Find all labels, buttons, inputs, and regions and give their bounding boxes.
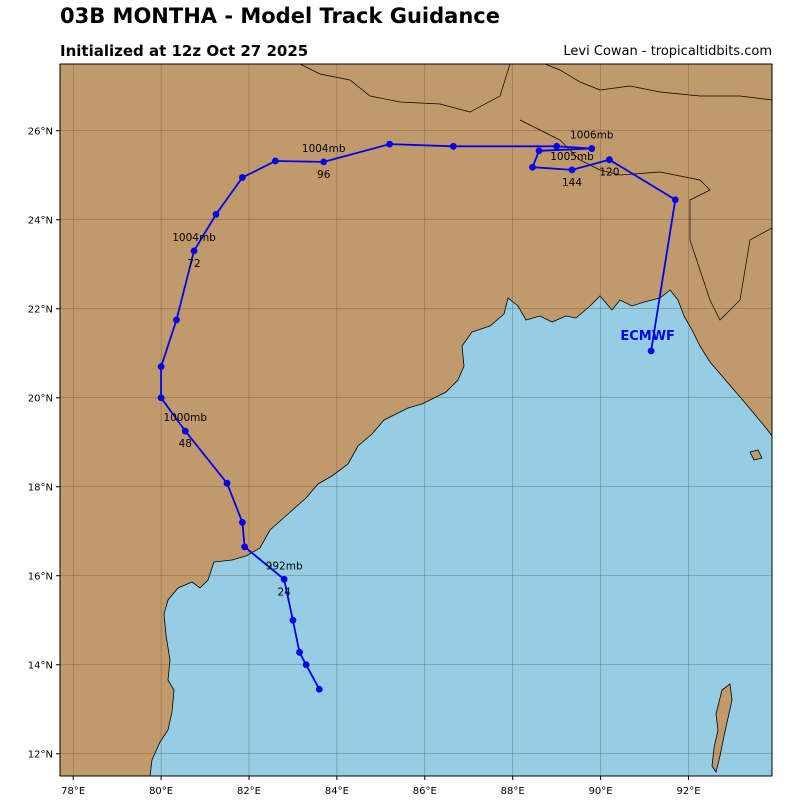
credit-text: Levi Cowan - tropicaltidbits.com (563, 44, 772, 59)
track-point (320, 158, 328, 166)
track-point (588, 145, 596, 152)
plot-frame (59, 63, 773, 777)
track-points (157, 140, 679, 693)
track-point (280, 575, 288, 583)
track-point (238, 518, 246, 526)
track-point (671, 196, 679, 204)
lat-tick-label: 24°N (28, 215, 53, 226)
track-point (568, 166, 576, 174)
track-point (605, 156, 613, 164)
track-point (190, 247, 198, 255)
model-label: ECMWF (620, 329, 675, 344)
track-point (157, 363, 165, 370)
track-point (241, 543, 248, 551)
lat-tick-label: 22°N (28, 304, 53, 315)
track-point (296, 648, 303, 656)
track-point (535, 147, 543, 155)
pressure-label: 1000mb (163, 412, 207, 424)
bay-of-bengal-ocean (149, 289, 772, 776)
lon-tick-label: 88°E (501, 786, 525, 797)
track-point (315, 685, 323, 693)
lat-tick-label: 20°N (28, 393, 53, 404)
forecast-hour-label: 48 (179, 438, 192, 450)
lon-tick-label: 90°E (589, 786, 613, 797)
track-point (647, 347, 655, 355)
lon-tick-label: 86°E (413, 786, 437, 797)
forecast-hour-label: 96 (317, 169, 331, 181)
pressure-label: 1004mb (172, 232, 216, 244)
lon-tick-label: 80°E (149, 786, 173, 797)
forecast-hour-label: 24 (277, 586, 291, 598)
map-title: 03B MONTHA - Model Track Guidance (60, 4, 500, 28)
forecast-hour-label: 144 (562, 177, 582, 189)
lon-tick-label: 82°E (237, 786, 261, 797)
track-point (157, 394, 165, 402)
pressure-label: 1005mb (550, 151, 594, 163)
pressure-label: 1004mb (302, 143, 346, 155)
island-chain (711, 683, 733, 773)
track-point (223, 479, 231, 487)
river-boundary (299, 64, 772, 321)
pressure-label: 1006mb (570, 130, 614, 142)
track-point (271, 157, 279, 165)
coastline-detail (749, 449, 763, 461)
pressure-label: 992mb (266, 560, 303, 572)
graticule (60, 64, 772, 776)
track-point (302, 661, 310, 669)
forecast-hour-label: 72 (187, 258, 200, 270)
track-point (386, 140, 394, 148)
track-point (449, 142, 457, 150)
lon-tick-label: 78°E (61, 786, 85, 797)
track-point (212, 211, 220, 218)
track-point (289, 616, 297, 624)
forecast-hour-label: 120 (599, 167, 619, 179)
lat-tick-label: 12°N (28, 749, 53, 760)
track-point (529, 163, 536, 171)
lat-tick-label: 26°N (28, 126, 53, 137)
track-point (181, 427, 189, 435)
track-point (553, 142, 561, 150)
track-annotations: 992mb 24 1000mb 48 1004mb 72 1004mb 96 1006mb 100… (163, 130, 619, 599)
axis-ticks: 78°E 80°E 82°E 84°E 86°E 88°E 90°E 92°E 12°N 14°N… (28, 126, 701, 797)
lon-tick-label: 84°E (325, 786, 349, 797)
track-point (173, 316, 180, 324)
lat-tick-label: 14°N (28, 660, 53, 671)
lat-tick-label: 16°N (28, 571, 53, 582)
lat-tick-label: 18°N (28, 482, 53, 493)
track-point (238, 174, 246, 181)
lon-tick-label: 92°E (676, 786, 700, 797)
init-time-subtitle: Initialized at 12z Oct 27 2025 (60, 42, 309, 60)
